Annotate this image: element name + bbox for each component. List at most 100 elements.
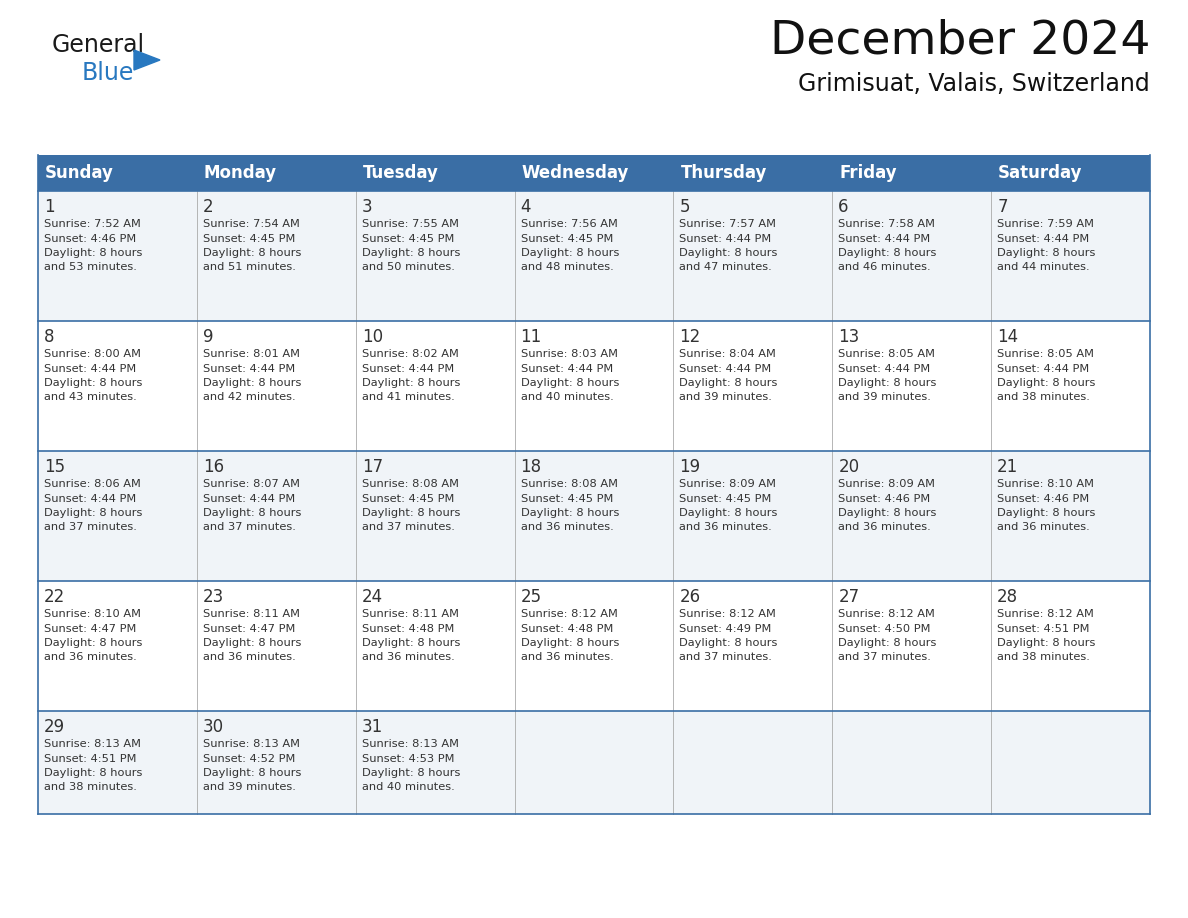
Text: and 42 minutes.: and 42 minutes.: [203, 393, 296, 402]
Polygon shape: [134, 50, 160, 70]
Text: and 38 minutes.: and 38 minutes.: [997, 393, 1091, 402]
Text: and 36 minutes.: and 36 minutes.: [997, 522, 1089, 532]
Text: Daylight: 8 hours: Daylight: 8 hours: [839, 248, 936, 258]
Text: Sunset: 4:48 PM: Sunset: 4:48 PM: [520, 623, 613, 633]
Text: Daylight: 8 hours: Daylight: 8 hours: [361, 248, 460, 258]
Text: Sunrise: 7:59 AM: Sunrise: 7:59 AM: [997, 219, 1094, 229]
Text: and 38 minutes.: and 38 minutes.: [997, 653, 1091, 663]
Text: 9: 9: [203, 328, 214, 346]
Text: 31: 31: [361, 718, 383, 736]
Text: Tuesday: Tuesday: [362, 164, 438, 182]
Text: Sunset: 4:46 PM: Sunset: 4:46 PM: [997, 494, 1089, 503]
Text: 23: 23: [203, 588, 225, 606]
Text: Sunset: 4:44 PM: Sunset: 4:44 PM: [997, 364, 1089, 374]
Text: Daylight: 8 hours: Daylight: 8 hours: [44, 378, 143, 388]
Text: Daylight: 8 hours: Daylight: 8 hours: [680, 378, 778, 388]
Text: Sunrise: 8:09 AM: Sunrise: 8:09 AM: [680, 479, 777, 489]
Bar: [38, 191, 1150, 321]
Text: Daylight: 8 hours: Daylight: 8 hours: [520, 378, 619, 388]
Text: and 48 minutes.: and 48 minutes.: [520, 263, 613, 273]
Text: Sunset: 4:44 PM: Sunset: 4:44 PM: [997, 233, 1089, 243]
Text: and 36 minutes.: and 36 minutes.: [520, 653, 613, 663]
Text: 1: 1: [44, 198, 55, 216]
Text: and 53 minutes.: and 53 minutes.: [44, 263, 137, 273]
Text: Sunrise: 8:11 AM: Sunrise: 8:11 AM: [361, 609, 459, 619]
Text: 24: 24: [361, 588, 383, 606]
Text: Daylight: 8 hours: Daylight: 8 hours: [839, 378, 936, 388]
Text: Sunrise: 8:13 AM: Sunrise: 8:13 AM: [44, 739, 141, 749]
Text: Sunset: 4:47 PM: Sunset: 4:47 PM: [44, 623, 137, 633]
Text: 17: 17: [361, 458, 383, 476]
Text: 8: 8: [44, 328, 55, 346]
Text: Daylight: 8 hours: Daylight: 8 hours: [520, 508, 619, 518]
Text: Daylight: 8 hours: Daylight: 8 hours: [44, 638, 143, 648]
Text: Sunset: 4:53 PM: Sunset: 4:53 PM: [361, 754, 454, 764]
Text: Sunrise: 7:54 AM: Sunrise: 7:54 AM: [203, 219, 299, 229]
Text: Sunrise: 8:00 AM: Sunrise: 8:00 AM: [44, 349, 141, 359]
Text: and 36 minutes.: and 36 minutes.: [361, 653, 455, 663]
Text: Sunset: 4:46 PM: Sunset: 4:46 PM: [839, 494, 930, 503]
Text: Sunrise: 8:10 AM: Sunrise: 8:10 AM: [997, 479, 1094, 489]
Text: and 40 minutes.: and 40 minutes.: [361, 782, 455, 792]
Text: Sunrise: 8:01 AM: Sunrise: 8:01 AM: [203, 349, 299, 359]
Text: Sunrise: 7:52 AM: Sunrise: 7:52 AM: [44, 219, 141, 229]
Text: Sunrise: 8:12 AM: Sunrise: 8:12 AM: [520, 609, 618, 619]
Text: Daylight: 8 hours: Daylight: 8 hours: [203, 378, 302, 388]
Text: 27: 27: [839, 588, 859, 606]
Text: 26: 26: [680, 588, 701, 606]
Text: Blue: Blue: [82, 61, 134, 85]
Text: and 40 minutes.: and 40 minutes.: [520, 393, 613, 402]
Text: Daylight: 8 hours: Daylight: 8 hours: [361, 378, 460, 388]
Text: 19: 19: [680, 458, 701, 476]
Text: Thursday: Thursday: [681, 164, 766, 182]
Text: Daylight: 8 hours: Daylight: 8 hours: [203, 638, 302, 648]
Text: 21: 21: [997, 458, 1018, 476]
Text: 5: 5: [680, 198, 690, 216]
Text: and 44 minutes.: and 44 minutes.: [997, 263, 1089, 273]
Text: 25: 25: [520, 588, 542, 606]
Text: Sunrise: 8:10 AM: Sunrise: 8:10 AM: [44, 609, 141, 619]
Text: Sunset: 4:45 PM: Sunset: 4:45 PM: [520, 494, 613, 503]
Text: 10: 10: [361, 328, 383, 346]
Text: and 36 minutes.: and 36 minutes.: [520, 522, 613, 532]
Text: Daylight: 8 hours: Daylight: 8 hours: [44, 248, 143, 258]
Bar: [38, 711, 1150, 814]
Text: Sunrise: 7:58 AM: Sunrise: 7:58 AM: [839, 219, 935, 229]
Text: Daylight: 8 hours: Daylight: 8 hours: [680, 638, 778, 648]
Text: and 36 minutes.: and 36 minutes.: [44, 653, 137, 663]
Text: and 36 minutes.: and 36 minutes.: [680, 522, 772, 532]
Text: Daylight: 8 hours: Daylight: 8 hours: [361, 508, 460, 518]
Text: and 39 minutes.: and 39 minutes.: [203, 782, 296, 792]
Text: and 37 minutes.: and 37 minutes.: [203, 522, 296, 532]
Text: 7: 7: [997, 198, 1007, 216]
Text: Sunrise: 8:08 AM: Sunrise: 8:08 AM: [361, 479, 459, 489]
Text: Daylight: 8 hours: Daylight: 8 hours: [997, 508, 1095, 518]
Text: Daylight: 8 hours: Daylight: 8 hours: [44, 508, 143, 518]
Text: Sunrise: 8:12 AM: Sunrise: 8:12 AM: [997, 609, 1094, 619]
Text: Sunset: 4:44 PM: Sunset: 4:44 PM: [520, 364, 613, 374]
Text: 30: 30: [203, 718, 225, 736]
Text: and 39 minutes.: and 39 minutes.: [680, 393, 772, 402]
Text: Daylight: 8 hours: Daylight: 8 hours: [997, 378, 1095, 388]
Text: Saturday: Saturday: [998, 164, 1082, 182]
Text: Daylight: 8 hours: Daylight: 8 hours: [839, 508, 936, 518]
Text: Daylight: 8 hours: Daylight: 8 hours: [997, 248, 1095, 258]
Text: 4: 4: [520, 198, 531, 216]
Text: Sunrise: 8:08 AM: Sunrise: 8:08 AM: [520, 479, 618, 489]
Text: Daylight: 8 hours: Daylight: 8 hours: [839, 638, 936, 648]
Text: Daylight: 8 hours: Daylight: 8 hours: [203, 508, 302, 518]
Text: Sunrise: 8:13 AM: Sunrise: 8:13 AM: [203, 739, 299, 749]
Text: Sunset: 4:45 PM: Sunset: 4:45 PM: [203, 233, 296, 243]
Text: 15: 15: [44, 458, 65, 476]
Text: Sunrise: 7:57 AM: Sunrise: 7:57 AM: [680, 219, 777, 229]
Text: 13: 13: [839, 328, 860, 346]
Text: 6: 6: [839, 198, 848, 216]
Text: Daylight: 8 hours: Daylight: 8 hours: [520, 248, 619, 258]
Text: 29: 29: [44, 718, 65, 736]
Text: and 36 minutes.: and 36 minutes.: [203, 653, 296, 663]
Text: Sunset: 4:51 PM: Sunset: 4:51 PM: [44, 754, 137, 764]
Text: Wednesday: Wednesday: [522, 164, 628, 182]
Text: 18: 18: [520, 458, 542, 476]
Text: Sunset: 4:49 PM: Sunset: 4:49 PM: [680, 623, 772, 633]
Text: and 36 minutes.: and 36 minutes.: [839, 522, 931, 532]
